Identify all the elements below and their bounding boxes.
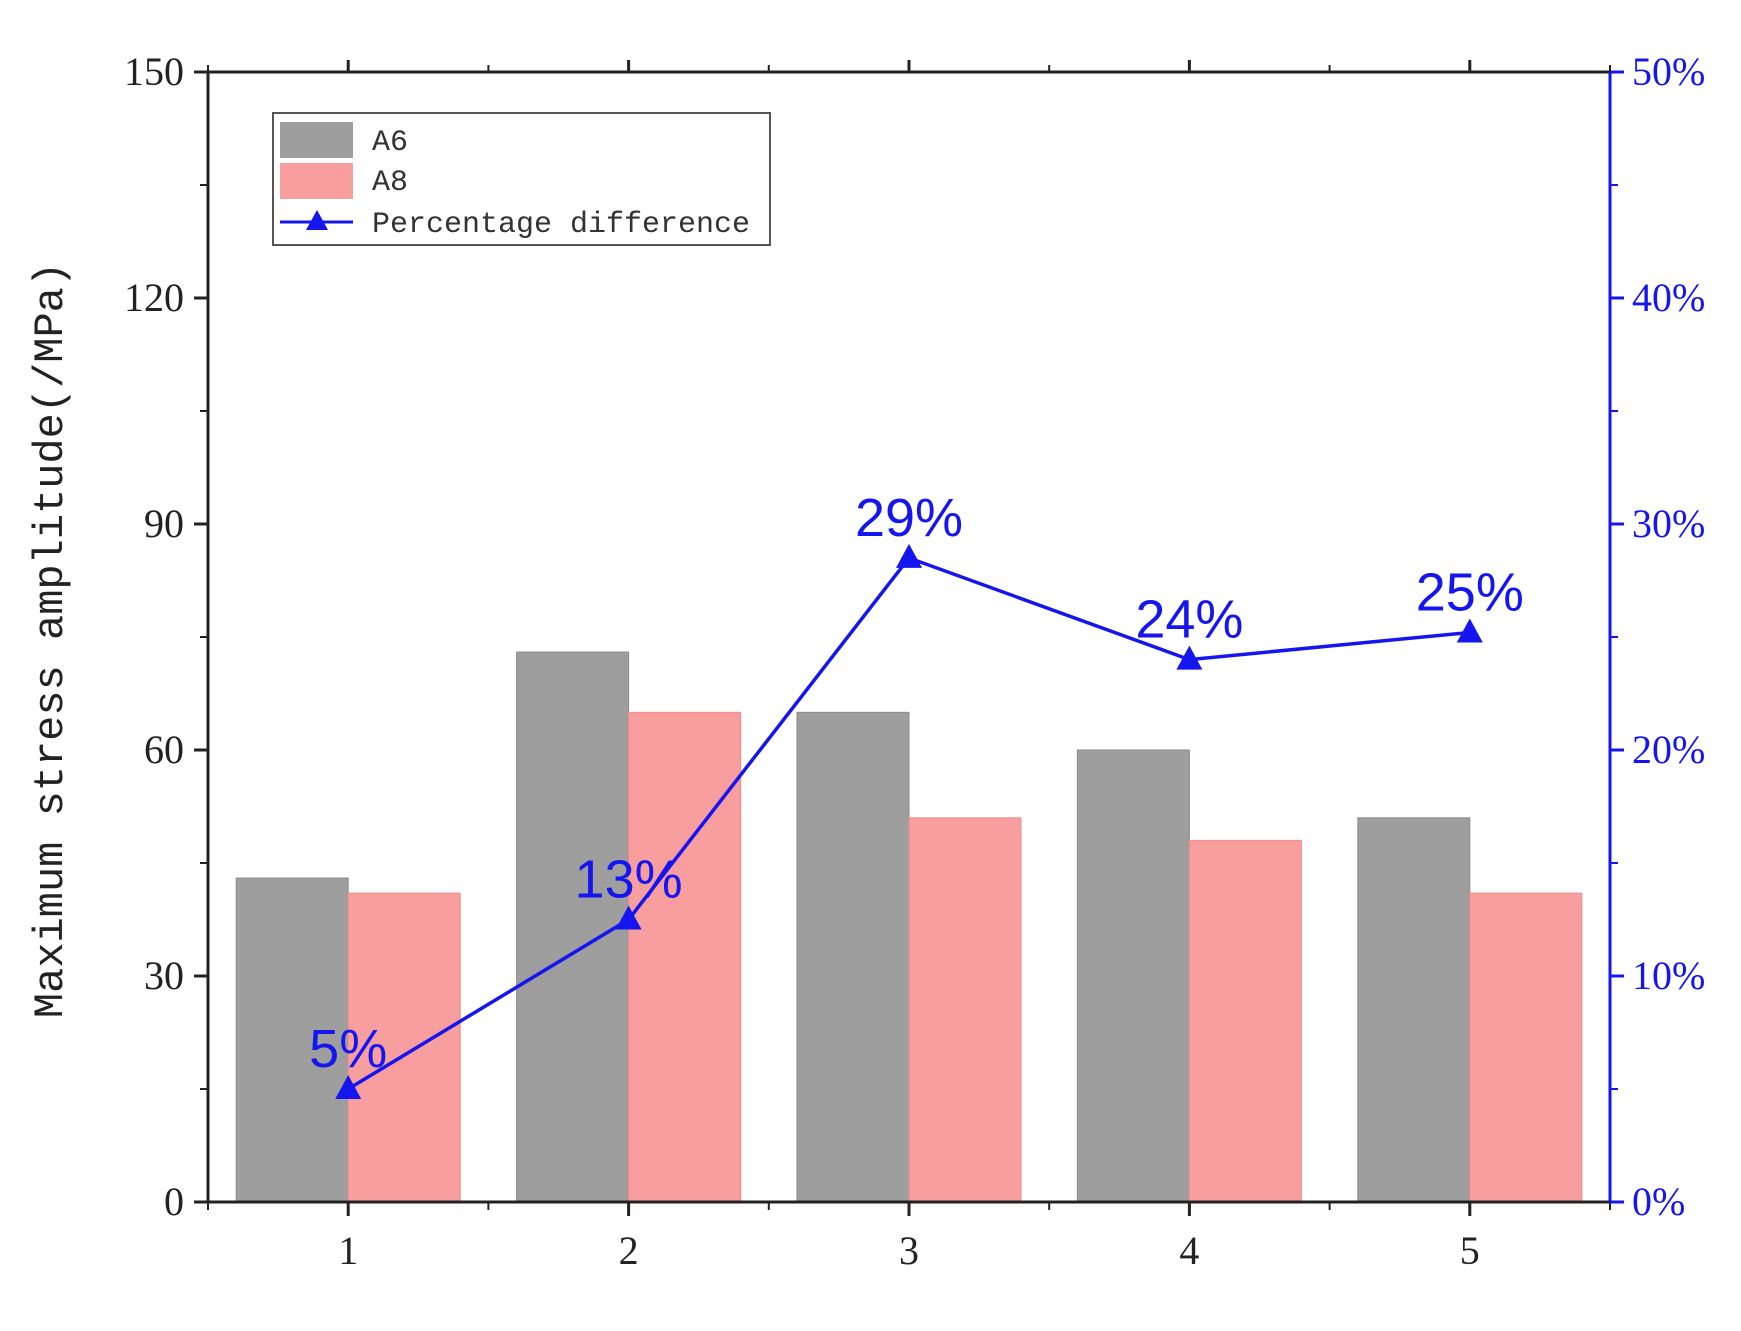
percentage-marker-2 — [615, 905, 642, 930]
y-axis-title: Maximum stress amplitude(/MPa) — [27, 262, 75, 1018]
legend-label-a6: A6 — [372, 126, 408, 160]
percentage-marker-4 — [1176, 645, 1203, 670]
percentage-label-1: 5% — [309, 1019, 387, 1079]
x-tick-label-3: 3 — [899, 1228, 919, 1273]
percentage-label-4: 24% — [1135, 590, 1243, 650]
y2-tick-label-10%: 10% — [1632, 953, 1705, 998]
bar-a8-5 — [1469, 892, 1583, 1203]
bar-a6-2 — [516, 651, 630, 1203]
y-tick-label-150: 150 — [124, 49, 184, 94]
percentage-marker-5 — [1456, 618, 1483, 643]
plot-line: 5% 13% 29% 24% 25% — [309, 488, 1524, 1099]
x-tick-label-5: 5 — [1460, 1228, 1480, 1273]
legend-frame — [272, 112, 771, 246]
legend-marker-triangle — [306, 210, 328, 230]
percentage-marker-1 — [335, 1075, 362, 1099]
x-tick-label-2: 2 — [619, 1228, 639, 1273]
bar-a6-1 — [235, 877, 349, 1203]
plot-bars — [235, 651, 1583, 1203]
bar-a8-4 — [1188, 839, 1302, 1203]
bar-a8-2 — [628, 711, 742, 1203]
percentage-label-2: 13% — [575, 850, 683, 910]
bar-a6-3 — [796, 711, 910, 1203]
y-tick-label-120: 120 — [124, 275, 184, 320]
bar-a8-1 — [347, 892, 461, 1203]
y-tick-label-30: 30 — [144, 953, 184, 998]
percentage-marker-3 — [896, 543, 922, 568]
y-tick-label-60: 60 — [144, 727, 184, 772]
percentage-label-5: 25% — [1416, 562, 1524, 622]
y2-tick-label-20%: 20% — [1632, 727, 1705, 772]
legend-swatch-a8 — [280, 163, 353, 199]
legend: A6 A8 Percentage difference — [272, 112, 771, 246]
y2-tick-label-50%: 50% — [1632, 49, 1705, 94]
y2-tick-label-0%: 0% — [1632, 1179, 1685, 1224]
y2-tick-label-30%: 30% — [1632, 501, 1705, 546]
percentage-label-3: 29% — [855, 488, 963, 548]
bar-a6-4 — [1076, 749, 1190, 1203]
y-tick-label-90: 90 — [144, 501, 184, 546]
y-tick-label-0: 0 — [164, 1179, 184, 1224]
legend-swatch-a6 — [280, 122, 353, 158]
legend-label-a8: A8 — [372, 166, 408, 200]
bar-a6-5 — [1357, 817, 1471, 1203]
x-tick-label-1: 1 — [338, 1228, 358, 1273]
bar-a8-3 — [908, 817, 1022, 1203]
y2-tick-label-40%: 40% — [1632, 275, 1705, 320]
x-tick-label-4: 4 — [1179, 1228, 1199, 1273]
plot-ticks: 0 30 60 90 120 150 0% 10% 20% 30% 40% 50% 1 2 3 4 5 — [124, 49, 1705, 1273]
legend-label-percentage-difference: Percentage difference — [372, 208, 750, 242]
